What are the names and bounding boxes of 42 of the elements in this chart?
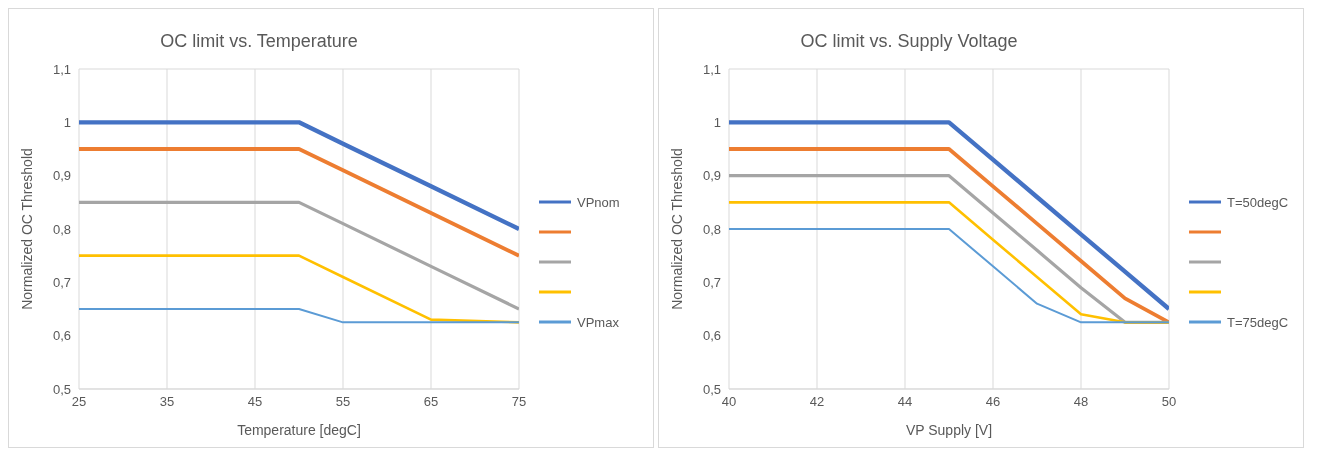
line-series — [79, 120, 519, 232]
y-tick-label: 0,7 — [52, 274, 71, 290]
x-tick-label: 25 — [71, 394, 87, 410]
y-tick-label: 0,6 — [702, 328, 721, 344]
x-tick-label: 45 — [247, 394, 263, 410]
y-tick-label: 1 — [63, 114, 71, 130]
legend-label: T=50degC — [1227, 194, 1289, 210]
y-tick-label: 0,9 — [52, 168, 71, 184]
x-tick-label: 75 — [511, 394, 527, 410]
y-axis-title: Normalized OC Threshold — [668, 148, 685, 310]
legend-label: T=75degC — [1227, 314, 1289, 330]
chart-title: OC limit vs. Temperature — [159, 31, 359, 52]
line-series — [729, 120, 1169, 312]
x-tick-label: 40 — [721, 394, 737, 410]
y-tick-label: 1,1 — [52, 61, 71, 77]
y-tick-label: 0,7 — [702, 274, 721, 290]
x-tick-label: 55 — [335, 394, 351, 410]
x-tick-label: 50 — [1161, 394, 1177, 410]
x-tick-label: 46 — [985, 394, 1001, 410]
y-tick-label: 0,8 — [702, 221, 721, 237]
y-tick-label: 0,5 — [52, 381, 71, 397]
x-tick-label: 65 — [423, 394, 439, 410]
line-series — [729, 228, 1169, 324]
y-tick-label: 0,9 — [702, 168, 721, 184]
line-series — [79, 147, 519, 258]
x-axis-title: VP Supply [V] — [905, 422, 993, 438]
x-axis-title: Temperature [degC] — [237, 422, 361, 438]
x-tick-label: 44 — [897, 394, 913, 410]
x-tick-label: 35 — [159, 394, 175, 410]
legend-label: VPnom — [577, 194, 620, 210]
legend-label: VPmax — [577, 314, 619, 330]
line-series — [79, 200, 519, 311]
line-series — [79, 254, 519, 324]
y-tick-label: 1,1 — [702, 61, 721, 77]
y-tick-label: 0,5 — [702, 381, 721, 397]
y-tick-label: 1 — [713, 114, 721, 130]
y-tick-label: 0,8 — [52, 221, 71, 237]
y-axis-title: Normalized OC Threshold — [18, 148, 35, 310]
x-tick-label: 42 — [809, 394, 825, 410]
x-tick-label: 48 — [1073, 394, 1089, 410]
y-tick-label: 0,6 — [52, 328, 71, 344]
chart-title: OC limit vs. Supply Voltage — [799, 31, 1019, 52]
